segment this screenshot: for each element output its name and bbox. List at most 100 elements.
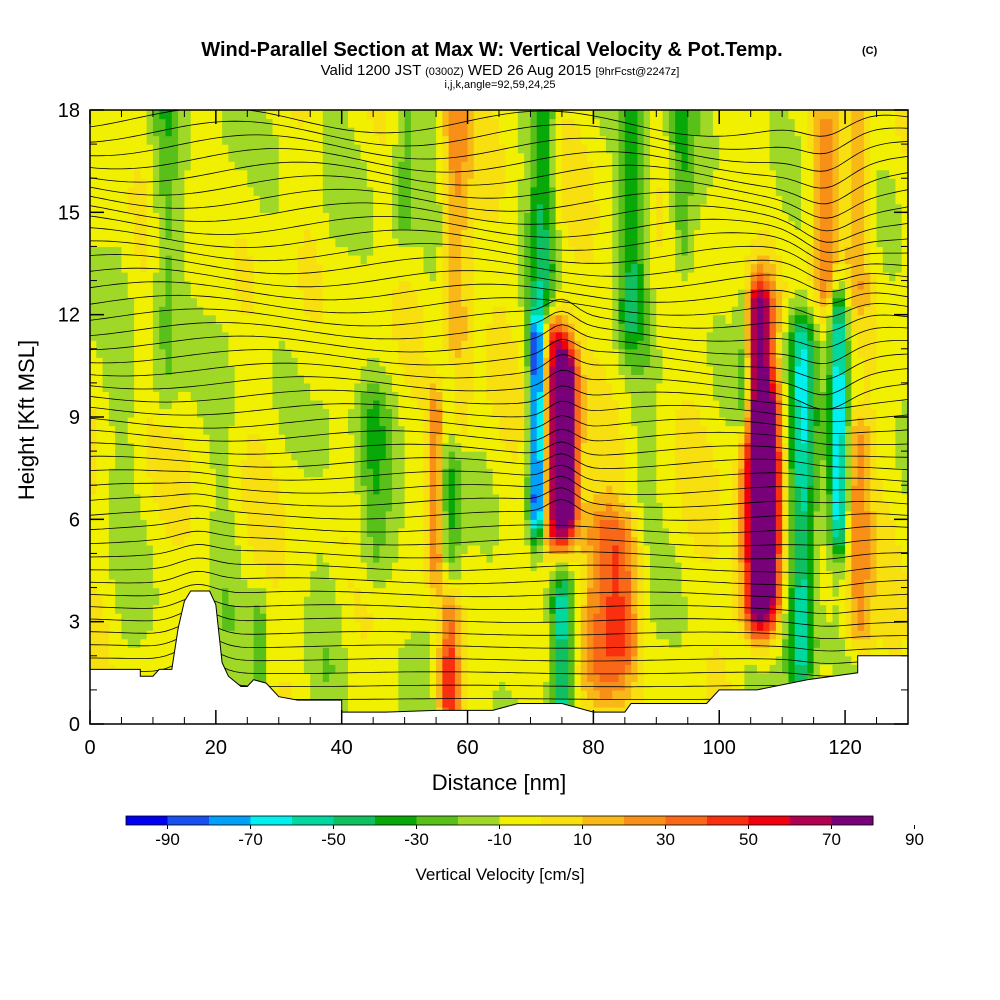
velocity-cell — [253, 596, 261, 606]
velocity-cell — [253, 237, 261, 248]
velocity-cell — [159, 613, 167, 623]
velocity-cell — [127, 229, 135, 239]
velocity-cell — [102, 536, 110, 546]
velocity-cell — [196, 399, 204, 410]
velocity-cell — [354, 502, 362, 512]
velocity-cell — [360, 647, 368, 657]
velocity-cell — [492, 306, 500, 316]
velocity-cell — [373, 434, 381, 444]
velocity-cell — [203, 536, 211, 546]
velocity-cell — [379, 476, 387, 486]
velocity-cell — [316, 476, 324, 486]
velocity-cell — [492, 476, 500, 486]
velocity-cell — [505, 698, 513, 708]
velocity-cell — [285, 263, 292, 273]
velocity-cell — [499, 357, 506, 367]
velocity-cell — [140, 638, 148, 648]
velocity-cell — [159, 203, 167, 213]
velocity-cell — [448, 587, 456, 597]
velocity-cell — [360, 451, 368, 461]
velocity-cell — [272, 382, 280, 393]
velocity-cell — [272, 553, 280, 563]
velocity-cell — [178, 314, 185, 324]
velocity-cell — [159, 340, 167, 350]
velocity-cell — [297, 365, 305, 375]
velocity-cell — [341, 698, 349, 708]
velocity-cell — [297, 357, 305, 367]
velocity-cell — [102, 254, 110, 265]
velocity-cell — [90, 382, 97, 393]
velocity-cell — [127, 664, 135, 674]
velocity-cell — [392, 161, 399, 171]
velocity-cell — [316, 357, 324, 367]
velocity-cell — [134, 655, 141, 665]
velocity-cell — [341, 237, 349, 248]
velocity-cell — [347, 306, 355, 316]
velocity-cell — [159, 365, 167, 375]
velocity-cell — [159, 195, 167, 205]
velocity-cell — [392, 638, 399, 648]
velocity-cell — [385, 553, 393, 563]
velocity-cell — [410, 186, 418, 196]
velocity-cell — [266, 306, 274, 316]
velocity-cell — [247, 178, 255, 188]
velocity-cell — [203, 195, 211, 205]
velocity-cell — [108, 331, 116, 341]
velocity-cell — [423, 698, 431, 708]
velocity-cell — [499, 604, 506, 614]
velocity-cell — [152, 570, 160, 580]
velocity-cell — [134, 570, 141, 580]
velocity-cell — [266, 681, 274, 691]
velocity-cell — [215, 536, 223, 546]
velocity-cell — [429, 280, 437, 290]
velocity-cell — [190, 127, 198, 137]
velocity-cell — [108, 476, 116, 486]
velocity-cell — [90, 417, 97, 427]
velocity-cell — [96, 519, 104, 529]
velocity-cell — [461, 485, 469, 495]
velocity-cell — [228, 186, 236, 196]
velocity-cell — [171, 630, 179, 640]
velocity-cell — [152, 110, 160, 120]
velocity-cell — [134, 510, 141, 520]
velocity-cell — [461, 587, 469, 597]
velocity-cell — [392, 323, 399, 333]
velocity-cell — [152, 561, 160, 572]
velocity-cell — [322, 246, 330, 256]
velocity-cell — [335, 417, 343, 427]
velocity-cell — [480, 212, 488, 222]
velocity-cell — [316, 161, 324, 171]
velocity-cell — [108, 587, 116, 597]
velocity-cell — [436, 186, 443, 196]
velocity-cell — [467, 357, 475, 367]
velocity-cell — [278, 638, 286, 648]
velocity-cell — [461, 263, 469, 273]
velocity-cell — [392, 127, 399, 137]
velocity-cell — [178, 263, 185, 273]
velocity-cell — [209, 186, 217, 196]
velocity-cell — [196, 561, 204, 572]
velocity-cell — [190, 391, 198, 401]
velocity-cell — [492, 425, 500, 435]
velocity-cell — [322, 536, 330, 546]
velocity-cell — [196, 382, 204, 393]
velocity-cell — [410, 229, 418, 239]
velocity-cell — [366, 570, 374, 580]
velocity-cell — [228, 229, 236, 239]
velocity-cell — [354, 357, 362, 367]
velocity-cell — [134, 297, 141, 307]
velocity-cell — [259, 451, 267, 461]
velocity-cell — [228, 485, 236, 495]
velocity-cell — [461, 510, 469, 520]
velocity-cell — [190, 110, 198, 120]
velocity-cell — [341, 510, 349, 520]
velocity-cell — [146, 118, 154, 128]
velocity-cell — [341, 365, 349, 375]
velocity-cell — [253, 527, 261, 537]
velocity-cell — [159, 297, 167, 307]
velocity-cell — [385, 451, 393, 461]
velocity-cell — [266, 630, 274, 640]
velocity-cell — [127, 365, 135, 375]
velocity-cell — [392, 647, 399, 657]
velocity-cell — [360, 425, 368, 435]
